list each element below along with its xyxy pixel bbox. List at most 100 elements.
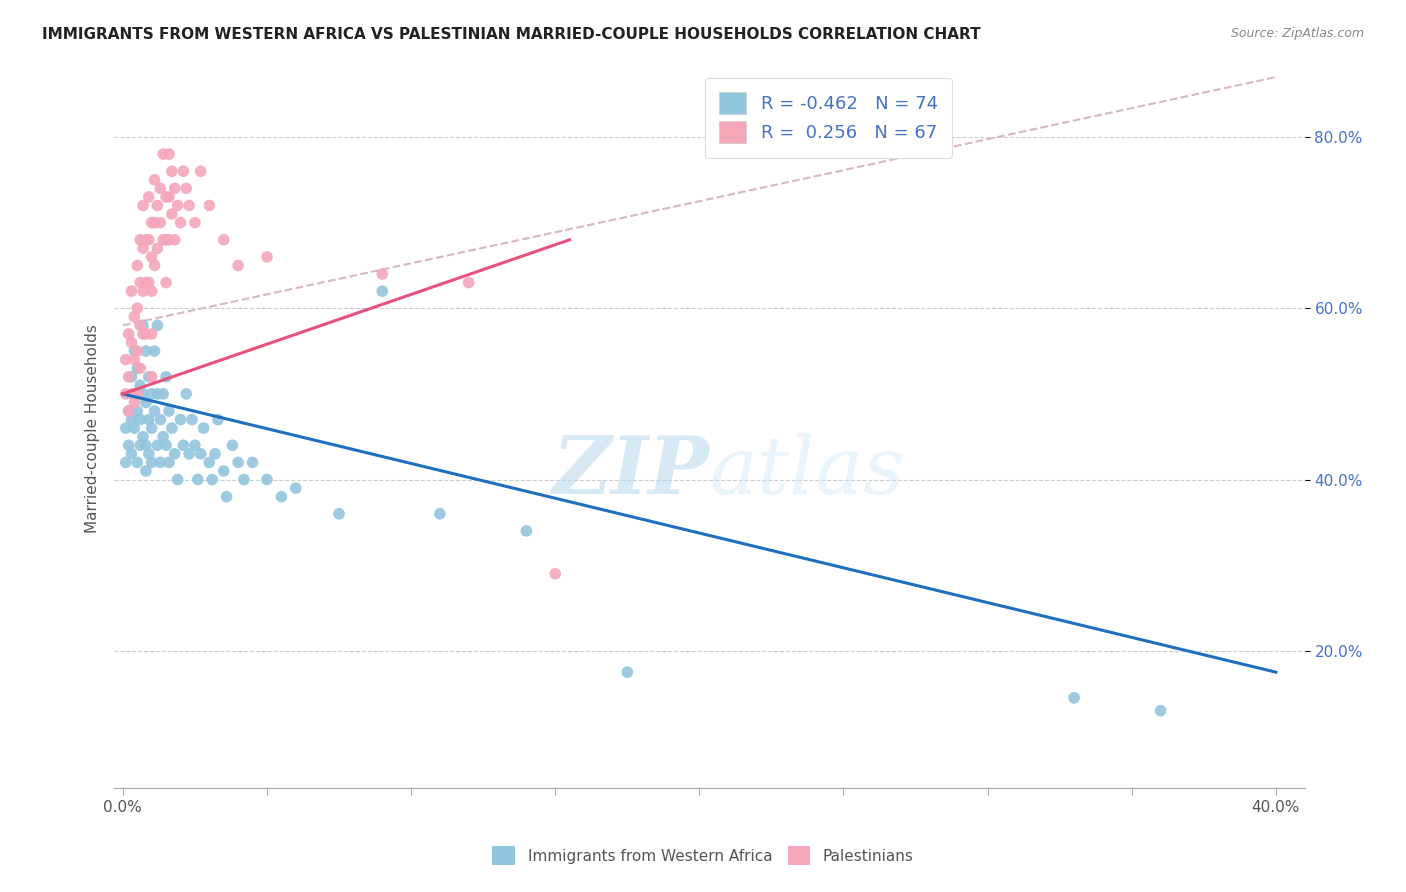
Point [212,464,235,478]
Point [135,464,157,478]
Point [152,147,174,161]
Point [129,361,152,376]
Point [143,259,166,273]
Point [166,473,188,487]
Point [226,455,249,469]
Point [256,473,278,487]
Point [146,318,169,333]
Point [166,198,188,212]
Point [132,241,155,255]
Point [135,326,157,341]
Point [157,233,180,247]
Text: Source: ZipAtlas.com: Source: ZipAtlas.com [1230,27,1364,40]
Point [155,369,177,384]
Point [135,276,157,290]
Point [117,438,139,452]
Point [515,524,537,538]
Point [117,404,139,418]
Point [155,190,177,204]
Point [157,147,180,161]
Point [172,438,194,452]
Legend: R = -0.462   N = 74, R =  0.256   N = 67: R = -0.462 N = 74, R = 0.256 N = 67 [704,78,952,158]
Point [138,276,160,290]
Point [129,438,152,452]
Point [256,250,278,264]
Point [157,455,180,469]
Point [163,233,186,247]
Point [114,455,136,469]
Point [226,259,249,273]
Point [146,438,169,452]
Point [152,387,174,401]
Point [143,173,166,187]
Point [135,395,157,409]
Point [127,455,149,469]
Point [149,216,172,230]
Point [212,233,235,247]
Point [146,387,169,401]
Point [121,387,143,401]
Point [328,507,350,521]
Point [135,344,157,359]
Point [141,250,163,264]
Point [193,421,215,435]
Point [544,566,567,581]
Point [190,447,212,461]
Point [152,233,174,247]
Point [143,344,166,359]
Point [129,378,152,392]
Point [132,387,155,401]
Point [187,473,209,487]
Point [129,233,152,247]
Point [114,352,136,367]
Point [117,369,139,384]
Point [124,310,146,324]
Point [127,301,149,316]
Point [124,421,146,435]
Point [124,395,146,409]
Point [132,430,155,444]
Point [121,447,143,461]
Point [207,412,229,426]
Point [232,473,254,487]
Point [160,421,183,435]
Point [371,284,394,298]
Point [127,344,149,359]
Point [138,233,160,247]
Point [198,455,221,469]
Point [121,284,143,298]
Point [149,412,172,426]
Point [138,412,160,426]
Point [124,352,146,367]
Point [160,207,183,221]
Point [141,421,163,435]
Point [135,233,157,247]
Point [141,326,163,341]
Point [132,326,155,341]
Point [141,369,163,384]
Point [141,455,163,469]
Point [114,387,136,401]
Point [155,276,177,290]
Point [198,198,221,212]
Point [184,438,207,452]
Point [146,241,169,255]
Point [127,361,149,376]
Point [138,190,160,204]
Point [157,190,180,204]
Point [160,164,183,178]
Point [179,447,201,461]
Text: ZIP: ZIP [553,433,710,510]
Point [146,198,169,212]
Point [190,164,212,178]
Point [141,284,163,298]
Point [114,421,136,435]
Point [143,216,166,230]
Point [132,198,155,212]
Point [143,404,166,418]
Point [184,216,207,230]
Point [181,412,204,426]
Point [152,430,174,444]
Point [284,481,307,495]
Point [138,447,160,461]
